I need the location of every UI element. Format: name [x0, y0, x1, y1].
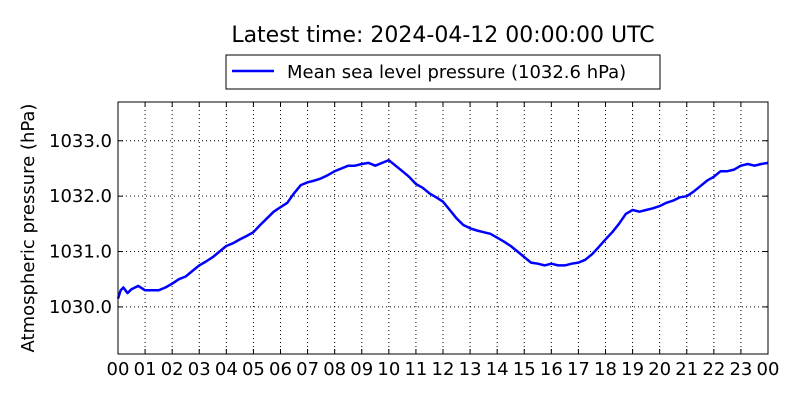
- x-tick-label: 06: [269, 359, 292, 380]
- series-line-mean-sea-level-pressure: [116, 158, 769, 299]
- x-tick-label: 22: [702, 359, 725, 380]
- gridlines: [118, 102, 768, 354]
- chart-title: Latest time: 2024-04-12 00:00:00 UTC: [231, 23, 654, 48]
- x-tick-label: 00: [757, 359, 780, 380]
- x-tick-label: 18: [594, 359, 617, 380]
- x-tick-label: 01: [134, 359, 157, 380]
- x-tick-label: 07: [296, 359, 319, 380]
- x-tick-label: 09: [350, 359, 373, 380]
- x-tick-label: 08: [323, 359, 346, 380]
- y-tick-label: 1033.0: [49, 131, 112, 152]
- plot-frame: [117, 101, 769, 355]
- y-tick-label: 1030.0: [49, 297, 112, 318]
- legend: Mean sea level pressure (1032.6 hPa): [225, 54, 661, 90]
- x-tick-label: 05: [242, 359, 265, 380]
- x-tick-label: 23: [729, 359, 752, 380]
- x-tick-label: 12: [432, 359, 455, 380]
- x-tick-label: 20: [648, 359, 671, 380]
- legend-box: [225, 54, 661, 90]
- x-tick-label: 02: [161, 359, 184, 380]
- x-tick-label: 10: [377, 359, 400, 380]
- x-tick-label: 17: [567, 359, 590, 380]
- x-tick-label: 11: [404, 359, 427, 380]
- legend-label: Mean sea level pressure (1032.6 hPa): [287, 62, 626, 83]
- x-tick-label: 21: [675, 359, 698, 380]
- axis-ticks: 00 01 02 03 04 05 06 07 08 09 10 11 12 13 14 15 16 17 18 19…: [49, 102, 779, 380]
- y-tick-label: 1031.0: [49, 242, 112, 263]
- x-tick-label: 14: [486, 359, 509, 380]
- x-tick-label: 03: [188, 359, 211, 380]
- x-tick-label: 13: [459, 359, 482, 380]
- x-tick-label: 19: [621, 359, 644, 380]
- x-tick-label: 04: [215, 359, 238, 380]
- x-tick-label: 00: [107, 359, 130, 380]
- x-tick-label: 15: [513, 359, 536, 380]
- x-tick-label: 16: [540, 359, 563, 380]
- y-tick-label: 1032.0: [49, 186, 112, 207]
- y-axis-label: Atmospheric pressure (hPa): [18, 104, 39, 353]
